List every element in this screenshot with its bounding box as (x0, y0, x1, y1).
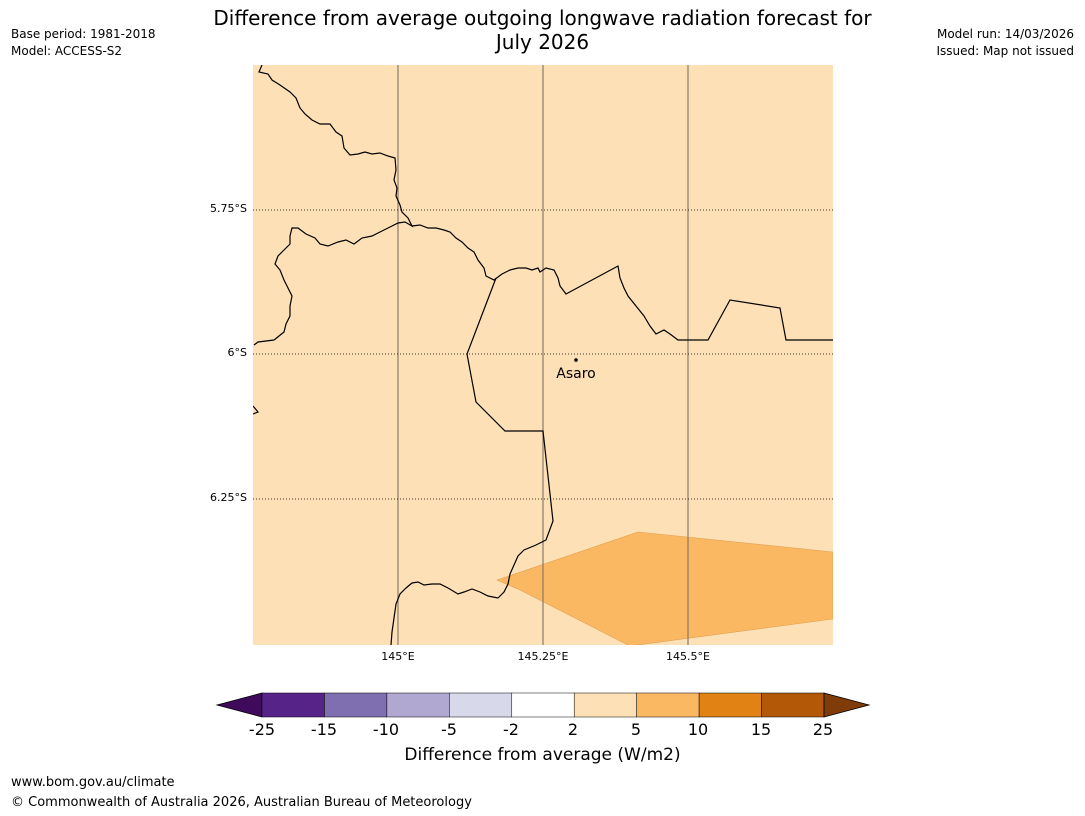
colorbar-segment (261, 692, 325, 718)
colorbar-tick: 2 (567, 720, 579, 739)
model-name: Model: ACCESS-S2 (11, 44, 123, 58)
map-title: Difference from average outgoing longwav… (0, 6, 1085, 54)
colorbar-tick: -15 (310, 720, 338, 739)
colorbar-segment (573, 692, 637, 718)
colorbar-tick: -5 (441, 720, 457, 739)
title-line-1: Difference from average outgoing longwav… (213, 6, 872, 30)
issued-status: Issued: Map not issued (936, 44, 1074, 58)
asaro-marker (574, 358, 578, 362)
colorbar-segment (761, 692, 825, 718)
anomaly-region (496, 531, 833, 645)
colorbar (215, 692, 871, 718)
colorbar-extend-low (215, 692, 263, 718)
lon-label-145-25e: 145.25°E (517, 650, 569, 663)
meta-left: Base period: 1981-2018 Model: ACCESS-S2 (11, 26, 156, 60)
colorbar-segment (324, 692, 388, 718)
base-period: Base period: 1981-2018 (11, 27, 156, 41)
colorbar-tick: 25 (812, 720, 834, 739)
lon-label-145-5e: 145.5°E (666, 650, 710, 663)
province-boundaries (253, 65, 833, 645)
colorbar-segment (636, 692, 700, 718)
lat-label-6s: 6°S (227, 346, 247, 359)
title-line-2: July 2026 (495, 30, 590, 54)
footer-url[interactable]: www.bom.gov.au/climate (11, 775, 175, 790)
colorbar-segment (511, 692, 575, 718)
colorbar-tick: -10 (372, 720, 400, 739)
meta-right: Model run: 14/03/2026 Issued: Map not is… (936, 26, 1074, 60)
lon-label-145e: 145°E (381, 650, 415, 663)
colorbar-title: Difference from average (W/m2) (404, 745, 681, 765)
place-label-asaro: Asaro (556, 366, 595, 382)
footer-copyright: © Commonwealth of Australia 2026, Austra… (11, 795, 472, 810)
colorbar-tick: -2 (503, 720, 519, 739)
colorbar-segment (449, 692, 513, 718)
colorbar-tick: 15 (750, 720, 772, 739)
lat-label-6-25s: 6.25°S (210, 491, 247, 504)
colorbar-tick: 5 (630, 720, 642, 739)
model-run: Model run: 14/03/2026 (936, 27, 1074, 41)
colorbar-tick: -25 (248, 720, 276, 739)
lat-label-5-75s: 5.75°S (210, 202, 247, 215)
colorbar-segment (386, 692, 450, 718)
colorbar-tick: 10 (687, 720, 709, 739)
colorbar-segment (698, 692, 762, 718)
colorbar-extend-high (823, 692, 871, 718)
